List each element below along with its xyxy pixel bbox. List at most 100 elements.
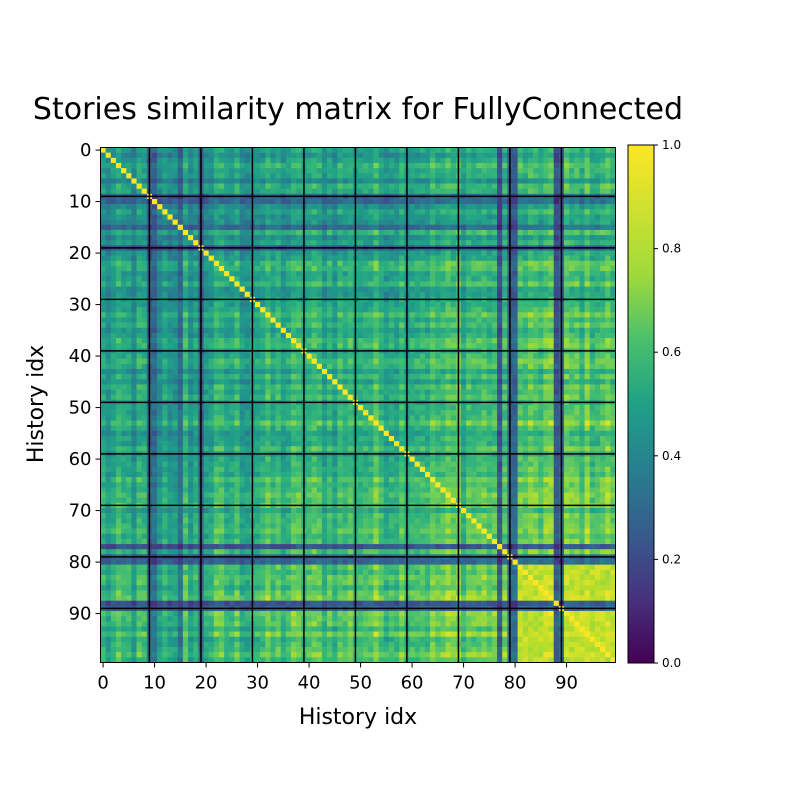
heatmap-cell (285, 240, 292, 246)
heatmap-cell (115, 214, 122, 220)
heatmap-cell (255, 286, 261, 292)
heatmap-cell (378, 374, 385, 380)
heatmap-cell (316, 178, 323, 184)
heatmap-cell (131, 394, 137, 401)
heatmap-cell (610, 188, 616, 195)
heatmap-cell (512, 307, 518, 313)
heatmap-cell (244, 209, 251, 215)
heatmap-cell (162, 152, 168, 159)
heatmap-cell (182, 312, 189, 318)
heatmap-cell (105, 152, 112, 159)
heatmap-cell (182, 281, 189, 287)
heatmap-cell (533, 214, 539, 220)
heatmap-cell (527, 384, 534, 390)
heatmap-cell (378, 291, 385, 298)
heatmap-cell (553, 317, 560, 323)
heatmap-cell (517, 255, 524, 262)
heatmap-cell (491, 219, 498, 226)
heatmap-cell (121, 265, 127, 272)
heatmap-cell (100, 214, 106, 220)
heatmap-cell (584, 343, 591, 349)
heatmap-cell (255, 240, 261, 246)
heatmap-cell (265, 374, 271, 380)
heatmap-cell (172, 235, 179, 241)
heatmap-cell (363, 173, 369, 179)
heatmap-cell (131, 209, 137, 215)
heatmap-cell (373, 214, 379, 220)
heatmap-cell (548, 219, 554, 226)
heatmap-cell (394, 178, 400, 184)
heatmap-cell (517, 358, 524, 365)
heatmap-cell (564, 271, 570, 277)
heatmap-cell (141, 276, 148, 282)
heatmap-cell (234, 204, 240, 210)
heatmap-cell (327, 276, 333, 282)
heatmap-cell (543, 281, 549, 287)
heatmap-cell (218, 209, 225, 215)
heatmap-cell (383, 157, 390, 164)
heatmap-cell (388, 363, 395, 370)
heatmap-cell (486, 250, 493, 256)
heatmap-cell (538, 302, 544, 308)
heatmap-cell (188, 384, 194, 390)
heatmap-cell (471, 322, 477, 329)
heatmap-cell (419, 214, 426, 220)
heatmap-cell (424, 183, 431, 189)
heatmap-cell (141, 384, 148, 390)
heatmap-cell (203, 379, 209, 385)
heatmap-cell (491, 255, 498, 262)
heatmap-cell (136, 358, 142, 365)
heatmap-cell (203, 384, 209, 390)
heatmap-cell (260, 368, 266, 375)
heatmap-cell (306, 302, 312, 308)
heatmap-cell (177, 353, 184, 359)
heatmap-cell (430, 183, 436, 189)
heatmap-cell (543, 250, 549, 256)
heatmap-cell (270, 157, 276, 164)
heatmap-cell (430, 368, 436, 375)
heatmap-cell (461, 265, 467, 272)
heatmap-cell (157, 265, 163, 272)
heatmap-cell (445, 260, 451, 267)
heatmap-cell (105, 219, 112, 226)
heatmap-cell (368, 307, 374, 313)
heatmap-cell (157, 178, 163, 184)
heatmap-cell (152, 168, 158, 174)
heatmap-cell (321, 322, 328, 329)
heatmap-cell (291, 265, 297, 272)
heatmap-cell (440, 152, 446, 159)
heatmap-cell (213, 276, 220, 282)
heatmap-cell (491, 302, 498, 308)
heatmap-cell (430, 291, 436, 298)
heatmap-cell (311, 157, 318, 164)
heatmap-cell (600, 152, 606, 159)
heatmap-cell (399, 379, 405, 385)
heatmap-cell (579, 384, 585, 390)
heatmap-cell (424, 379, 431, 385)
heatmap-cell (399, 322, 405, 329)
heatmap-cell (193, 302, 199, 308)
heatmap-cell (208, 204, 215, 210)
heatmap-cell (481, 173, 488, 179)
heatmap-cell (383, 271, 390, 277)
heatmap-cell (569, 353, 575, 359)
heatmap-cell (394, 173, 400, 179)
heatmap-cell (605, 214, 611, 220)
heatmap-cell (188, 276, 194, 282)
heatmap-cell (522, 240, 529, 246)
heatmap-cell (296, 322, 302, 329)
heatmap-cell (172, 219, 179, 226)
heatmap-cell (126, 199, 132, 205)
heatmap-cell (394, 368, 400, 375)
heatmap-cell (476, 291, 482, 298)
heatmap-cell (337, 343, 343, 349)
heatmap-cell (564, 224, 570, 231)
heatmap-cell (115, 389, 122, 395)
heatmap-cell (373, 389, 379, 395)
heatmap-cell (218, 384, 225, 390)
heatmap-cell (553, 214, 560, 220)
heatmap-cell (476, 322, 482, 329)
heatmap-cell (126, 168, 132, 174)
heatmap-cell (167, 291, 173, 298)
heatmap-cell (110, 307, 117, 313)
